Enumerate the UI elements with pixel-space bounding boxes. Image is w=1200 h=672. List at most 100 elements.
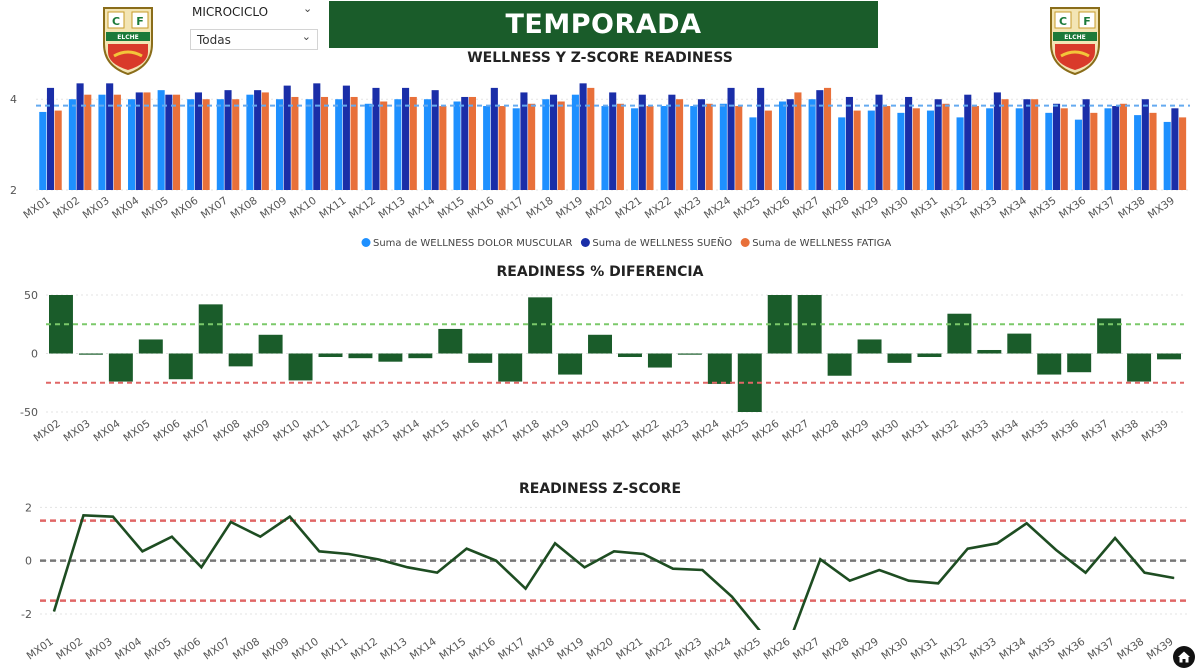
zscore-point: [613, 550, 615, 552]
x-tick-label: MX26: [761, 635, 792, 662]
x-tick-label: MX04: [91, 417, 122, 442]
chevron-down-icon[interactable]: ⌄: [301, 30, 311, 43]
bar-sueno: [1023, 99, 1031, 190]
bar-dolor: [1045, 112, 1053, 190]
bar-dolor: [98, 94, 106, 190]
x-tick-label: MX10: [271, 418, 302, 442]
x-tick-label: MX19: [555, 636, 586, 663]
x-tick-label: MX02: [54, 636, 85, 663]
zscore-point: [819, 558, 821, 560]
x-tick-label: MX26: [761, 194, 792, 221]
zscore-point: [407, 566, 409, 568]
home-button[interactable]: [1173, 646, 1195, 668]
bar-fatiga: [794, 92, 802, 190]
x-tick-label: MX13: [376, 195, 407, 222]
bar-fatiga: [439, 106, 447, 190]
x-tick-label: MX03: [61, 418, 92, 442]
diff-bar: [258, 334, 283, 354]
x-tick-label: MX32: [939, 195, 970, 222]
microciclo-dropdown[interactable]: Todas ⌄: [190, 29, 318, 50]
bar-fatiga: [616, 103, 624, 190]
bar-dolor: [394, 99, 402, 190]
bar-dolor: [867, 110, 875, 190]
zscore-point: [554, 542, 556, 544]
bar-dolor: [571, 94, 579, 190]
chevron-down-icon[interactable]: ⌄: [303, 2, 313, 15]
zscore-point: [1114, 537, 1116, 539]
x-tick-label: MX20: [571, 418, 602, 442]
bar-fatiga: [735, 106, 743, 190]
bar-sueno: [697, 99, 706, 190]
y-tick-label: 0: [25, 555, 32, 568]
diff-bar: [228, 353, 253, 367]
bar-fatiga: [261, 92, 269, 190]
bar-sueno: [934, 99, 942, 190]
diff-bar: [797, 295, 822, 354]
wellness-bar-chart: 24MX01MX02MX03MX04MX05MX06MX07MX08MX09MX…: [10, 83, 1190, 249]
diff-bar: [1007, 333, 1032, 354]
zscore-point: [289, 516, 291, 518]
bar-sueno: [579, 83, 587, 190]
bar-dolor: [335, 99, 343, 190]
bar-dolor: [631, 108, 639, 190]
bar-dolor: [483, 106, 491, 190]
bar-fatiga: [1001, 99, 1009, 190]
crest-letter-c: C: [112, 15, 120, 28]
bar-dolor: [690, 106, 698, 190]
x-tick-label: MX37: [1087, 195, 1118, 222]
bar-sueno: [757, 87, 765, 190]
bar-fatiga: [705, 103, 713, 190]
x-tick-label: MX17: [495, 195, 526, 222]
x-tick-label: MX25: [720, 418, 751, 442]
x-tick-label: MX10: [290, 636, 321, 663]
bar-sueno: [1112, 106, 1120, 190]
bar-sueno: [46, 87, 55, 190]
bar-sueno: [845, 96, 853, 190]
slicer-label: MICROCICLO: [192, 5, 269, 19]
bar-fatiga: [84, 94, 92, 190]
zscore-point: [82, 514, 84, 516]
x-tick-label: MX21: [613, 195, 644, 222]
zscore-point: [318, 550, 320, 552]
x-tick-label: MX16: [467, 635, 498, 662]
x-tick-label: MX11: [317, 195, 348, 222]
club-crest-logo-right: C F ELCHE: [1043, 4, 1107, 76]
bar-sueno: [638, 94, 646, 190]
diff-bar: [408, 353, 433, 359]
x-tick-label: MX09: [258, 195, 289, 222]
bar-sueno: [76, 83, 84, 190]
readiness-zscore-chart-title: READINESS Z-SCORE: [518, 481, 682, 497]
x-tick-label: MX06: [169, 194, 200, 221]
bar-sueno: [1082, 99, 1090, 190]
x-tick-label: MX18: [524, 195, 555, 222]
bar-dolor: [216, 99, 224, 190]
diff-bar: [558, 353, 583, 375]
x-tick-label: MX20: [585, 636, 616, 663]
diff-bar: [1127, 353, 1152, 382]
bar-sueno: [875, 94, 883, 190]
zscore-point: [377, 558, 379, 560]
zscore-point: [525, 588, 527, 590]
zscore-point: [701, 569, 703, 571]
bar-fatiga: [143, 92, 151, 190]
bar-sueno: [549, 94, 558, 190]
x-tick-label: MX01: [25, 636, 56, 663]
bar-sueno: [993, 92, 1001, 190]
bar-dolor: [128, 99, 136, 190]
x-tick-label: MX33: [968, 636, 999, 663]
x-tick-label: MX27: [791, 636, 822, 663]
bar-fatiga: [113, 94, 121, 190]
bar-fatiga: [202, 99, 210, 190]
x-tick-label: MX18: [511, 418, 542, 442]
x-tick-label: MX26: [750, 417, 781, 442]
bar-sueno: [490, 87, 498, 190]
x-tick-label: MX28: [820, 195, 851, 222]
bar-dolor: [719, 103, 727, 190]
bar-fatiga: [942, 103, 950, 190]
zscore-line: [52, 513, 1175, 630]
x-tick-label: MX11: [301, 418, 332, 442]
x-tick-label: MX05: [142, 636, 173, 663]
diff-bar: [288, 353, 313, 381]
bar-dolor: [157, 90, 165, 190]
x-tick-label: MX17: [496, 636, 527, 663]
